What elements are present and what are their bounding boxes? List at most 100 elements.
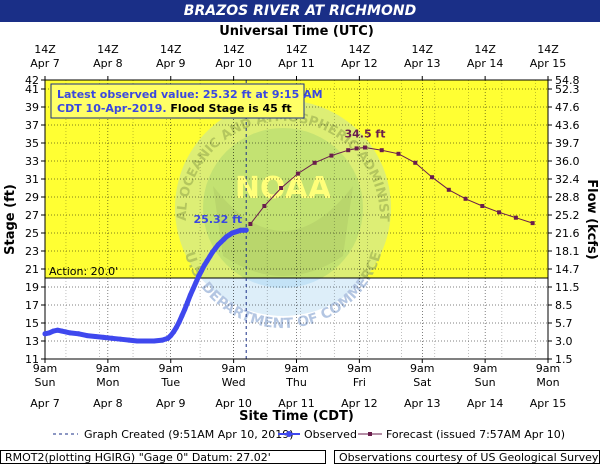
x-tick-label-bottom-time: 9am bbox=[347, 362, 371, 375]
forecast-crest-label: 34.5 ft bbox=[344, 128, 385, 141]
observed-point bbox=[134, 338, 140, 344]
observed-point bbox=[84, 333, 90, 339]
x-tick-label-top-line1: 14Z bbox=[34, 43, 56, 56]
x-tick-label-bottom-day: Sat bbox=[413, 376, 432, 389]
y-tick-label-left: 35 bbox=[25, 137, 39, 150]
x-tick-label-bottom-time: 9am bbox=[96, 362, 120, 375]
y-tick-label-left: 15 bbox=[25, 317, 39, 330]
x-tick-label-bottom-date: Apr 12 bbox=[341, 397, 378, 410]
forecast-point bbox=[497, 210, 502, 215]
x-tick-label-bottom-time: 9am bbox=[410, 362, 434, 375]
y-tick-label-left: 41 bbox=[25, 83, 39, 96]
observed-point bbox=[190, 286, 196, 292]
x-tick-label-bottom-time: 9am bbox=[284, 362, 308, 375]
y-tick-label-left: 23 bbox=[25, 245, 39, 258]
y-tick-label-right: 5.7 bbox=[555, 317, 573, 330]
observed-point bbox=[117, 336, 123, 342]
y-tick-label-right: 47.6 bbox=[555, 101, 580, 114]
y-tick-label-left: 21 bbox=[25, 263, 39, 276]
observed-point bbox=[173, 325, 179, 330]
y-axis-title-right: Flow (kcfs) bbox=[584, 179, 599, 259]
forecast-point bbox=[346, 148, 351, 153]
chart-title: BRAZOS RIVER AT RICHMOND bbox=[183, 3, 417, 19]
observations-credit-text: Observations courtesy of US Geological S… bbox=[339, 451, 599, 464]
hydrograph-chart: NATIONAL OCEANIC AND ATMOSPHERIC ADMINIS… bbox=[0, 22, 599, 441]
latest-observation-box: Latest observed value: 25.32 ft at 9:15 … bbox=[50, 83, 323, 119]
x-tick-label-bottom-day: Tue bbox=[160, 376, 180, 389]
forecast-point bbox=[279, 186, 284, 190]
observations-credit: Observations courtesy of US Geological S… bbox=[334, 450, 600, 464]
y-tick-label-right: 11.5 bbox=[555, 281, 580, 294]
observed-point bbox=[151, 338, 157, 344]
x-tick-label-top-line1: 14Z bbox=[223, 43, 245, 56]
watermark-disc bbox=[203, 128, 363, 288]
x-tick-label-bottom-date: Apr 9 bbox=[156, 397, 186, 410]
forecast-point bbox=[513, 215, 518, 220]
y-tick-label-left: 31 bbox=[25, 173, 39, 186]
x-tick-label-bottom-time: 9am bbox=[536, 362, 560, 375]
x-tick-label-bottom-date: Apr 15 bbox=[530, 397, 567, 410]
forecast-point bbox=[379, 148, 384, 153]
gauge-datum-note: RMOT2(plotting HGIRG) "Gage 0" Datum: 27… bbox=[0, 450, 326, 464]
x-tick-label-top-line2: Apr 12 bbox=[341, 57, 378, 70]
x-tick-label-top-line2: Apr 10 bbox=[215, 57, 252, 70]
x-tick-label-top-line1: 14Z bbox=[160, 43, 182, 56]
forecast-point bbox=[463, 196, 468, 201]
forecast-point bbox=[362, 145, 367, 150]
y-tick-label-right: 32.4 bbox=[555, 173, 580, 186]
info-box-flood-stage: Flood Stage is 45 ft bbox=[170, 102, 291, 115]
observed-point bbox=[168, 333, 174, 339]
y-tick-label-left: 37 bbox=[25, 119, 39, 132]
observed-point bbox=[126, 337, 132, 343]
observed-point bbox=[185, 299, 191, 305]
x-tick-label-bottom-time: 9am bbox=[33, 362, 57, 375]
y-tick-label-left: 29 bbox=[25, 191, 39, 204]
x-tick-label-bottom-day: Thu bbox=[285, 376, 307, 389]
x-tick-label-top-line1: 14Z bbox=[349, 43, 371, 56]
y-tick-label-right: 18.1 bbox=[555, 245, 580, 258]
legend: Graph Created (9:51AM Apr 10, 2019) Obser… bbox=[53, 428, 565, 441]
forecast-point bbox=[396, 151, 401, 156]
observed-point bbox=[204, 258, 210, 264]
x-tick-label-bottom-date: Apr 13 bbox=[404, 397, 441, 410]
y-tick-label-right: 8.5 bbox=[555, 299, 573, 312]
x-tick-label-top-line2: Apr 8 bbox=[93, 57, 123, 70]
y-tick-label-right: 52.3 bbox=[555, 83, 580, 96]
forecast-point bbox=[354, 146, 359, 151]
observed-point bbox=[182, 307, 188, 312]
y-tick-label-right: 25.2 bbox=[555, 209, 580, 222]
gauge-datum-text: RMOT2(plotting HGIRG) "Gage 0" Datum: 27… bbox=[5, 451, 271, 464]
x-tick-label-bottom-day: Mon bbox=[536, 376, 559, 389]
y-tick-label-left: 11 bbox=[25, 353, 39, 366]
y-tick-label-right: 14.7 bbox=[555, 263, 580, 276]
x-tick-label-top-line2: Apr 11 bbox=[278, 57, 315, 70]
x-tick-label-bottom-date: Apr 8 bbox=[93, 397, 123, 410]
y-tick-label-right: 39.7 bbox=[555, 137, 580, 150]
x-tick-label-top-line2: Apr 9 bbox=[156, 57, 186, 70]
y-tick-label-left: 33 bbox=[25, 155, 39, 168]
y-tick-label-left: 42 bbox=[25, 74, 39, 87]
info-box-line1: Latest observed value: 25.32 ft at 9:15 … bbox=[57, 88, 323, 101]
chart-title-bar: BRAZOS RIVER AT RICHMOND bbox=[0, 0, 600, 22]
x-tick-label-bottom-time: 9am bbox=[473, 362, 497, 375]
observed-point bbox=[67, 330, 73, 336]
observed-point bbox=[210, 249, 216, 255]
forecast-point bbox=[430, 175, 435, 180]
y-tick-label-left: 19 bbox=[25, 281, 39, 294]
x-tick-label-top-line2: Apr 7 bbox=[30, 57, 60, 70]
legend-observed-label: Observed bbox=[304, 428, 357, 441]
x-tick-label-top-line1: 14Z bbox=[97, 43, 119, 56]
y-tick-label-right: 54.8 bbox=[555, 74, 580, 87]
x-tick-label-top-line1: 14Z bbox=[474, 43, 496, 56]
x-tick-label-top-line1: 14Z bbox=[286, 43, 308, 56]
legend-forecast-marker bbox=[368, 432, 372, 436]
observed-point bbox=[143, 338, 149, 344]
observed-point bbox=[187, 292, 193, 298]
observed-point bbox=[42, 331, 48, 337]
observed-point bbox=[59, 328, 65, 334]
latest-observed-label: 25.32 ft bbox=[194, 213, 243, 226]
observed-point bbox=[198, 268, 204, 274]
forecast-point bbox=[295, 171, 300, 176]
top-axis-title: Universal Time (UTC) bbox=[219, 24, 374, 39]
observed-point bbox=[201, 262, 207, 268]
